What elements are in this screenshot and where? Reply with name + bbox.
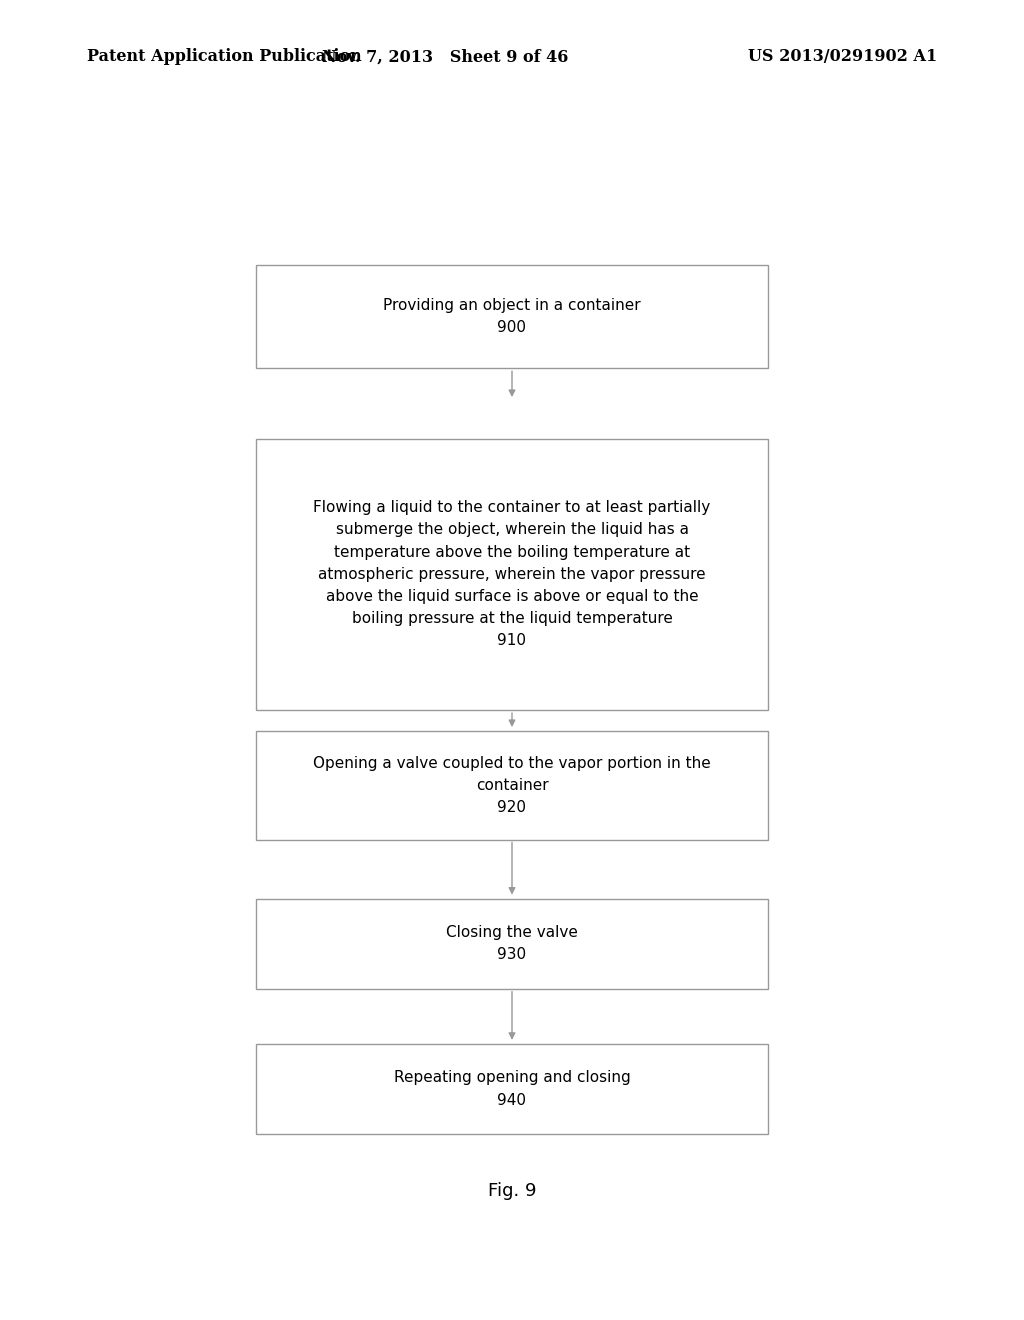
Text: Providing an object in a container
900: Providing an object in a container 900 <box>383 298 641 335</box>
Bar <box>256 438 768 710</box>
Text: Patent Application Publication: Patent Application Publication <box>87 49 361 65</box>
Text: Fig. 9: Fig. 9 <box>487 1181 537 1200</box>
Text: Opening a valve coupled to the vapor portion in the
container
920: Opening a valve coupled to the vapor por… <box>313 755 711 814</box>
Text: Closing the valve
930: Closing the valve 930 <box>446 925 578 962</box>
Text: Repeating opening and closing
940: Repeating opening and closing 940 <box>393 1071 631 1107</box>
Bar <box>256 731 768 840</box>
Bar <box>256 899 768 989</box>
Text: Flowing a liquid to the container to at least partially
submerge the object, whe: Flowing a liquid to the container to at … <box>313 500 711 648</box>
Text: Nov. 7, 2013   Sheet 9 of 46: Nov. 7, 2013 Sheet 9 of 46 <box>323 49 568 65</box>
Bar <box>256 265 768 368</box>
Text: US 2013/0291902 A1: US 2013/0291902 A1 <box>748 49 937 65</box>
Bar <box>256 1044 768 1134</box>
